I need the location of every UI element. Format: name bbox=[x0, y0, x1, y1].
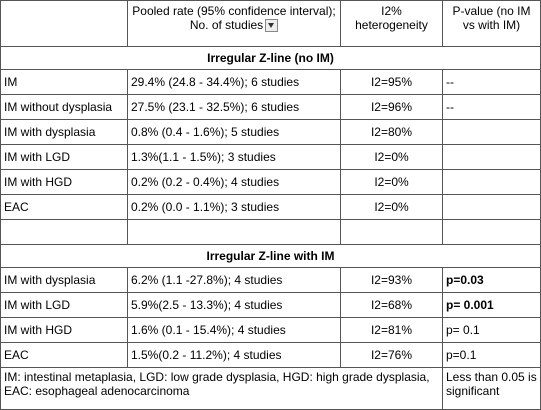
p-value-cell bbox=[442, 144, 541, 170]
rate-cell: 1.5%(0.2 - 11.2%); 4 studies bbox=[127, 342, 341, 368]
heterogeneity-cell: I2=0% bbox=[340, 144, 443, 170]
rate-cell: 6.2% (1.1 -27.8%); 4 studies bbox=[127, 267, 341, 293]
rate-cell: 0.2% (0.0 - 1.1%); 3 studies bbox=[127, 194, 341, 220]
heterogeneity-cell: I2=93% bbox=[340, 267, 443, 293]
empty-cell bbox=[0, 219, 128, 245]
data-row: IM 29.4% (24.8 - 34.4%); 6 studies I2=95% -… bbox=[0, 69, 541, 95]
header-text: Pooled rate (95% confidence interval); N… bbox=[132, 4, 336, 32]
rate-cell: 27.5% (23.1 - 32.5%); 6 studies bbox=[127, 94, 341, 120]
footer-row: IM: intestinal metaplasia, LGD: low grad… bbox=[0, 367, 541, 410]
rate-cell: 5.9%(2.5 - 13.3%); 4 studies bbox=[127, 292, 341, 318]
rate-cell: 29.4% (24.8 - 34.4%); 6 studies bbox=[127, 69, 341, 95]
heterogeneity-cell: I2=76% bbox=[340, 342, 443, 368]
footnote: IM: intestinal metaplasia, LGD: low grad… bbox=[0, 367, 443, 410]
p-value-cell: p=0.1 bbox=[442, 342, 541, 368]
empty-cell bbox=[340, 219, 443, 245]
rate-cell: 0.8% (0.4 - 1.6%); 5 studies bbox=[127, 119, 341, 145]
section-row: Irregular Z-line (no IM) bbox=[0, 46, 541, 70]
label-cell: IM with dysplasia bbox=[0, 119, 128, 145]
heterogeneity-cell: I2=96% bbox=[340, 94, 443, 120]
p-value-cell bbox=[442, 119, 541, 145]
p-value-cell: -- bbox=[442, 69, 541, 95]
rate-cell: 1.3%(1.1 - 1.5%); 3 studies bbox=[127, 144, 341, 170]
header-text: P-value (no IM vs with IM) bbox=[452, 4, 531, 32]
section-row: Irregular Z-line with IM bbox=[0, 244, 541, 268]
data-row: IM with dysplasia 0.8% (0.4 - 1.6%); 5 st… bbox=[0, 119, 541, 145]
label-cell: IM with LGD bbox=[0, 292, 128, 318]
data-row: IM with HGD 0.2% (0.2 - 0.4%); 4 studies I… bbox=[0, 169, 541, 195]
p-value-cell: -- bbox=[442, 94, 541, 120]
rate-cell: 0.2% (0.2 - 0.4%); 4 studies bbox=[127, 169, 341, 195]
header-cell: I2% heterogeneity bbox=[340, 0, 443, 47]
heterogeneity-cell: I2=0% bbox=[340, 194, 443, 220]
p-value-cell: p= 0.1 bbox=[442, 317, 541, 343]
empty-cell bbox=[127, 219, 341, 245]
header-cell: Pooled rate (95% confidence interval); N… bbox=[127, 0, 341, 47]
label-cell: IM with HGD bbox=[0, 317, 128, 343]
data-row: IM without dysplasia 27.5% (23.1 - 32.5%)… bbox=[0, 94, 541, 120]
data-row: IM with LGD 5.9%(2.5 - 13.3%); 4 studies I… bbox=[0, 292, 541, 318]
footnote: Less than 0.05 is significant bbox=[442, 367, 541, 410]
data-row: IM with LGD 1.3%(1.1 - 1.5%); 3 studies I2… bbox=[0, 144, 541, 170]
data-row: EAC 0.2% (0.0 - 1.1%); 3 studies I2=0% bbox=[0, 194, 541, 220]
section-title: Irregular Z-line with IM bbox=[0, 244, 541, 268]
label-cell: EAC bbox=[0, 342, 128, 368]
heterogeneity-cell: I2=95% bbox=[340, 69, 443, 95]
p-value-cell: p=0.03 bbox=[442, 267, 541, 293]
heterogeneity-cell: I2=81% bbox=[340, 317, 443, 343]
label-cell: IM with dysplasia bbox=[0, 267, 128, 293]
header-text: I2% heterogeneity bbox=[355, 4, 428, 32]
section-title: Irregular Z-line (no IM) bbox=[0, 46, 541, 70]
header-row: Pooled rate (95% confidence interval); N… bbox=[0, 0, 541, 47]
label-cell: IM without dysplasia bbox=[0, 94, 128, 120]
label-cell: IM with LGD bbox=[0, 144, 128, 170]
filter-button[interactable] bbox=[265, 19, 279, 33]
label-cell: IM with HGD bbox=[0, 169, 128, 195]
header-cell bbox=[0, 0, 128, 47]
data-row: IM with dysplasia 6.2% (1.1 -27.8%); 4 st… bbox=[0, 267, 541, 293]
label-cell: EAC bbox=[0, 194, 128, 220]
empty-cell bbox=[442, 219, 541, 245]
p-value-cell bbox=[442, 194, 541, 220]
heterogeneity-cell: I2=80% bbox=[340, 119, 443, 145]
empty-row bbox=[0, 219, 541, 245]
heterogeneity-cell: I2=0% bbox=[340, 169, 443, 195]
data-row: IM with HGD 1.6% (0.1 - 15.4%); 4 studies… bbox=[0, 317, 541, 343]
header-cell: P-value (no IM vs with IM) bbox=[442, 0, 541, 47]
p-value-cell: p= 0.001 bbox=[442, 292, 541, 318]
label-cell: IM bbox=[0, 69, 128, 95]
rate-cell: 1.6% (0.1 - 15.4%); 4 studies bbox=[127, 317, 341, 343]
data-row: EAC 1.5%(0.2 - 11.2%); 4 studies I2=76% p=0… bbox=[0, 342, 541, 368]
p-value-cell bbox=[442, 169, 541, 195]
heterogeneity-cell: I2=68% bbox=[340, 292, 443, 318]
